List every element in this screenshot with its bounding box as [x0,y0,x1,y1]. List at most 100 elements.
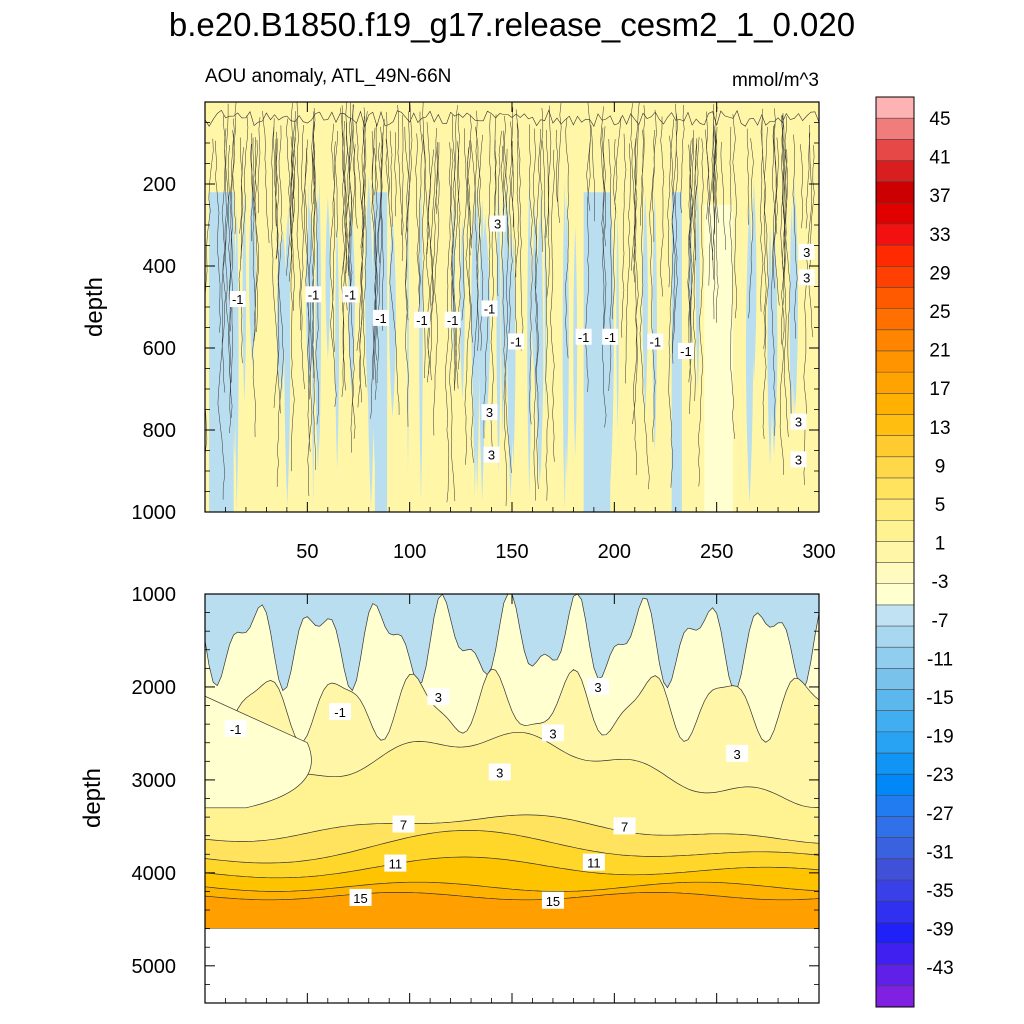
bottom-contour-fill [205,594,819,1003]
contour-label-box [483,446,500,463]
contour-line [300,125,305,390]
contour-line [565,118,570,359]
colorbar-label: 17 [929,379,950,400]
colorbar-label: 33 [929,225,950,246]
contour-line [422,102,426,379]
contour-label-box [413,311,430,328]
contour-line [290,111,297,472]
contour-label-box [427,688,450,706]
colorbar-segment [876,308,914,331]
contour-line [693,136,700,401]
contour-line [639,105,650,490]
negative-anomaly-streak [642,193,648,413]
negative-anomaly-streak [535,217,544,486]
colorbar-label: -3 [932,572,949,593]
contour-label: -1 [510,334,522,349]
contour-line [205,109,819,128]
contour-label-box [575,328,592,345]
colorbar-segment [876,816,914,838]
colorbar-segment [876,774,914,796]
contour-line [291,102,295,200]
colorbar-label: 37 [929,186,950,207]
contour-line [504,148,512,473]
colorbar-segment [876,245,914,267]
colorbar-label: 9 [935,456,946,477]
contour-label-box [790,413,807,430]
contour-line [773,125,778,234]
colorbar-label: 29 [929,263,950,284]
bottom-contour-labels: -1 -1 3 3 3 3 3 7 7 11 11 15 15 [224,677,749,909]
contour-line [404,126,409,427]
contour-line [271,126,281,487]
contour-line [374,123,377,196]
contour-line [453,112,460,389]
contour-line [252,137,257,438]
contour-line [549,149,555,462]
top-contour-fill [205,102,819,512]
colorbar-label: -43 [926,958,953,979]
contour-line [546,105,552,298]
contour-label-box [224,719,247,737]
colorbar-segment [876,731,914,754]
contour-label-box [582,853,605,871]
contour-line [371,127,376,380]
contour-line [688,130,694,383]
contour-line [585,140,591,393]
contour-line [729,126,736,439]
contour-line [333,141,338,238]
contour-label: -1 [649,334,661,349]
panel-subtitle-left: AOU anomaly, ATL_49N-66N [205,66,451,87]
contour-label: -1 [416,313,428,328]
contour-line [450,148,457,389]
negative-anomaly-streak [496,176,501,475]
contour-line [614,117,622,214]
contour-label: 3 [494,217,501,232]
bottom-y-axis-label: depth [79,768,106,828]
contour-label-box [349,888,372,906]
contour-line [292,149,296,222]
contour-label-box [489,215,506,232]
negative-anomaly-band [209,192,234,512]
contour-line [633,138,637,283]
contour-label: 7 [400,818,407,833]
contour-line [603,126,607,247]
contour-label: 3 [734,747,741,762]
negative-anomaly-streak [616,212,619,433]
negative-anomaly-streak [511,233,516,469]
contour-label-box [586,677,609,695]
contour-line [516,122,524,351]
colorbar-segment [876,372,914,394]
y-tick-label: 2000 [132,677,177,699]
contour-line [470,140,476,249]
contour-line [350,104,356,453]
contour-label-box [541,891,564,909]
contour-line [275,138,279,259]
colorbar-label: -27 [926,804,953,825]
contour-line [792,134,798,339]
contour-label: -1 [604,330,616,345]
contour-line [679,104,685,214]
y-tick-label: 4000 [132,863,177,885]
contour-line [331,123,336,352]
contour-line [286,118,295,311]
contour-line [669,135,676,364]
contour-line [254,140,260,333]
weak-anomaly-band [704,204,734,512]
contour-line [232,102,237,235]
no-data-region [205,928,819,1003]
colorbar-segment [876,985,914,1008]
contour-line [732,114,738,319]
contour-line [483,114,492,439]
contour-line [329,130,338,407]
contour-line [529,124,533,425]
y-tick-label: 1000 [132,502,177,524]
colorbar-segment [876,520,914,542]
contour-line [510,121,518,350]
contour-line [262,110,270,244]
contour-line [429,128,438,381]
contour-label: -1 [484,301,496,316]
contour-label: 3 [795,452,802,467]
contour-line [714,126,719,223]
negative-anomaly-streak [527,183,532,497]
colorbar-segment [876,414,914,436]
